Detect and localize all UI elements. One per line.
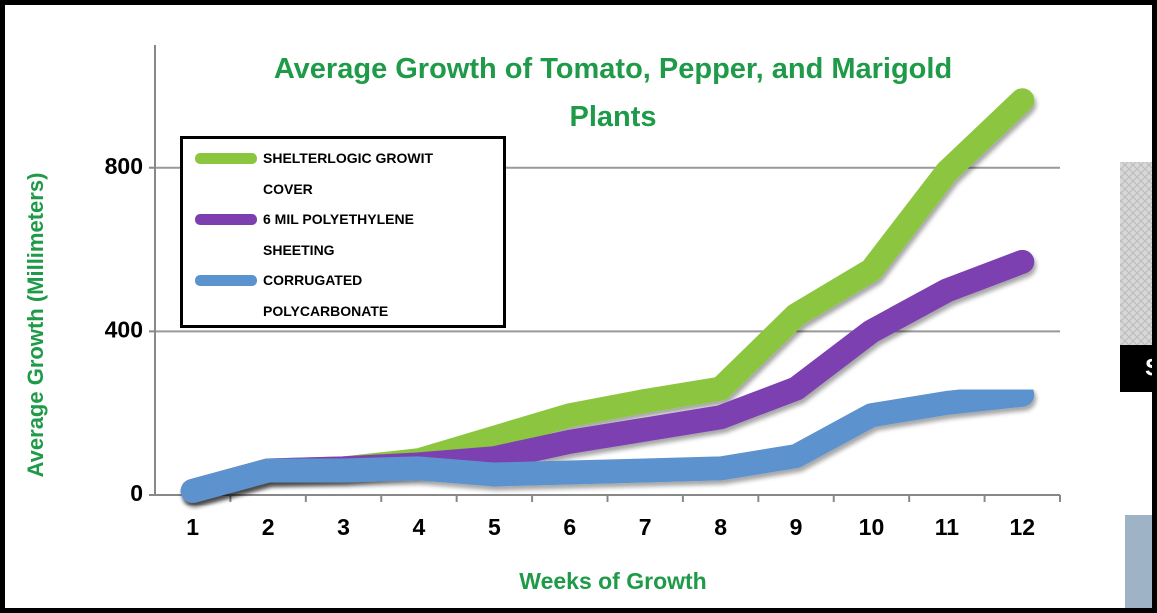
- x-tick-label: 9: [790, 514, 803, 540]
- legend-swatch: [195, 153, 257, 164]
- x-tick-label: 11: [935, 514, 960, 540]
- side-image: [1125, 515, 1157, 613]
- x-tick-label: 2: [262, 514, 275, 540]
- legend-swatch: [195, 214, 257, 225]
- x-tick-label: 10: [859, 514, 885, 540]
- x-tick-label: 1: [186, 514, 199, 540]
- chart-title: Average Growth of Tomato, Pepper, and Ma…: [243, 45, 983, 141]
- x-tick-label: 5: [488, 514, 501, 540]
- side-image: [1120, 162, 1157, 345]
- y-axis-label: Average Growth (Millimeters): [23, 173, 48, 478]
- x-tick-label: 4: [413, 514, 426, 540]
- x-axis-label: Weeks of Growth: [519, 568, 706, 594]
- legend-label: CORRUGATED POLYCARBONATE: [263, 265, 438, 327]
- legend-swatch: [195, 275, 257, 286]
- y-tick-label: 0: [130, 480, 143, 506]
- x-tick-label: 3: [337, 514, 350, 540]
- slide: S Average Growth (Millimeters) Weeks of …: [0, 0, 1157, 613]
- x-tick-label: 7: [639, 514, 652, 540]
- x-tick-label: 8: [714, 514, 727, 540]
- y-tick-label: 400: [105, 316, 143, 342]
- legend-label: 6 MIL POLYETHYLENE SHEETING: [263, 204, 438, 266]
- y-tick-label: 800: [105, 153, 143, 179]
- x-tick-label: 6: [563, 514, 576, 540]
- legend-label: SHELTERLOGIC GROWIT COVER: [263, 143, 438, 205]
- x-tick-label: 12: [1009, 514, 1035, 540]
- side-caption: S: [1145, 354, 1157, 381]
